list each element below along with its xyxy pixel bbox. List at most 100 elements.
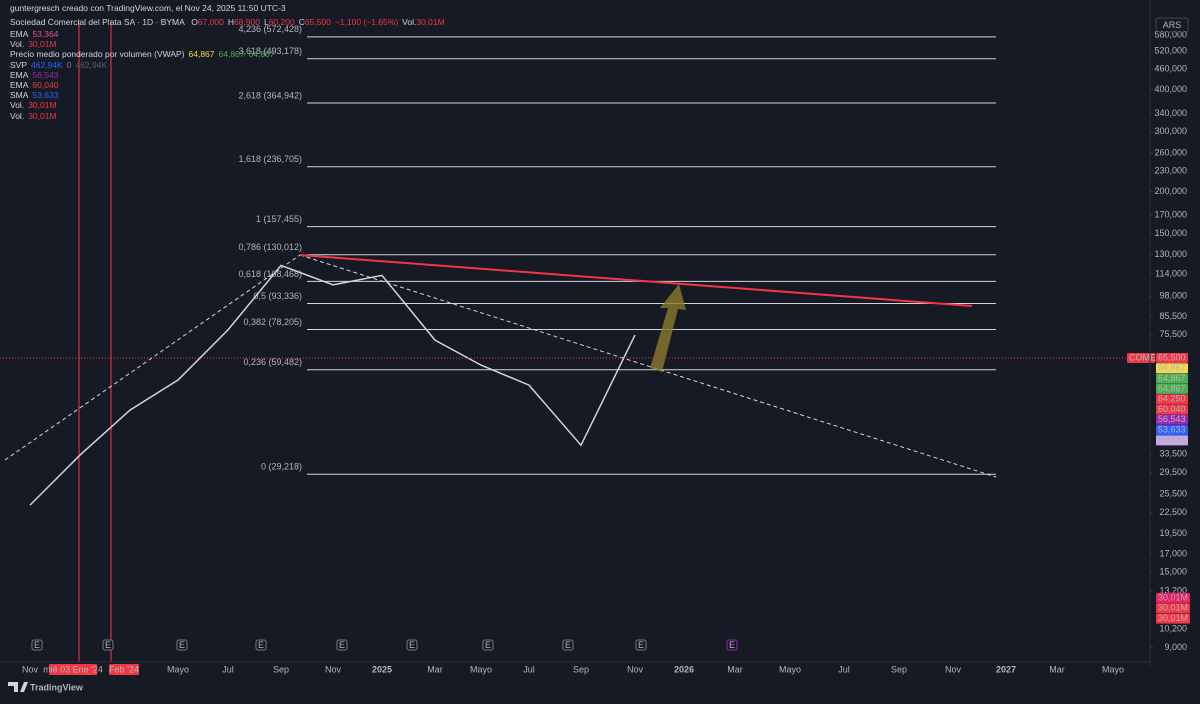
- indicator-name: EMA: [10, 69, 29, 80]
- logo-mark: [8, 682, 28, 692]
- y-tick-label: 25,500: [1159, 489, 1187, 499]
- attribution: guntergresch creado con TradingView.com,…: [10, 3, 286, 13]
- event-marker: [406, 639, 418, 651]
- indicator-row: Vol. 30,01M: [10, 111, 61, 121]
- ohlc-value: 65,500: [304, 17, 331, 27]
- fib-label: 1 (157,455): [256, 214, 302, 224]
- event-marker-label: E: [638, 640, 644, 650]
- x-tick-label: 2025: [372, 664, 392, 674]
- price-tag-value: 60,040: [1158, 404, 1186, 414]
- indicator-row: SMA 53,633: [10, 90, 62, 100]
- indicator-name: Vol.: [10, 39, 25, 50]
- y-tick-label: 170,000: [1154, 210, 1187, 220]
- x-tick-label: Mayo: [779, 664, 801, 674]
- y-tick-label: 22,500: [1159, 507, 1187, 517]
- crosshair-label: mié 03 Ene '24: [43, 664, 103, 674]
- y-tick-label: 15,000: [1159, 567, 1187, 577]
- price-tag-value: 64,867: [1158, 383, 1186, 393]
- symbol: Sociedad Comercial del Plata SA · 1D · B…: [10, 17, 185, 27]
- indicator-row: Precio medio ponderado por volumen (VWAP…: [10, 49, 279, 59]
- fib-label: 0,786 (130,012): [238, 242, 302, 252]
- y-tick-label: 300,000: [1154, 126, 1187, 136]
- volume-tag-value: 30,01M: [1158, 592, 1188, 602]
- ohlc-value: 60,200: [268, 17, 295, 27]
- indicator-row: Vol. 30,01M: [10, 100, 61, 110]
- fib-label: 0,5 (93,336): [253, 291, 302, 301]
- price-tag: [1156, 353, 1188, 363]
- y-tick-label: 200,000: [1154, 186, 1187, 196]
- price-tag-value: 53,364: [1158, 435, 1186, 445]
- x-tick-label: Jul: [523, 664, 535, 674]
- event-marker: [726, 639, 738, 651]
- y-tick-label: 75,500: [1159, 329, 1187, 339]
- event-marker: [562, 639, 574, 651]
- price-line: [29, 264, 636, 506]
- indicator-value: 64,867: [248, 49, 275, 60]
- y-tick-label: 260,000: [1154, 147, 1187, 157]
- x-tick-label: Mayo: [167, 664, 189, 674]
- indicator-value: 30,01M: [28, 39, 57, 50]
- indicator-row: SVP 462,94K 0 462,94K: [10, 60, 111, 70]
- y-tick-label: 29,500: [1159, 467, 1187, 477]
- x-tick-label: Nov: [325, 664, 342, 674]
- event-marker-label: E: [729, 640, 735, 650]
- x-tick-label: 2026: [674, 664, 694, 674]
- price-tag: [1156, 404, 1188, 415]
- crosshair-label: Feb '24: [109, 664, 139, 674]
- price-tag-symbol: [1127, 353, 1155, 363]
- indicator-name: Vol.: [10, 110, 25, 121]
- fib-label: 3,618 (493,178): [238, 46, 302, 56]
- x-tick-label: Nov: [945, 664, 962, 674]
- ohlc-key: L: [263, 17, 269, 27]
- indicator-name: Vol.: [10, 100, 25, 111]
- price-tag-value: 53,633: [1158, 424, 1186, 434]
- currency-button[interactable]: [1155, 17, 1189, 33]
- volume-tag-value: 30,01M: [1158, 603, 1188, 613]
- price-tag: [1156, 435, 1188, 446]
- ohlc-key: O: [191, 17, 198, 27]
- x-tick-label: Mar: [427, 664, 443, 674]
- y-tick-label: 114,000: [1155, 268, 1187, 278]
- event-marker-label: E: [485, 640, 491, 650]
- price-tag-value: 56,543: [1158, 414, 1186, 424]
- indicator-name: EMA: [10, 29, 29, 39]
- event-marker-label: E: [565, 640, 571, 650]
- indicator-name: Precio medio ponderado por volumen (VWAP…: [10, 49, 185, 60]
- crosshair-label-box: [109, 664, 139, 675]
- event-marker-label: E: [339, 640, 345, 650]
- event-marker: [255, 639, 267, 651]
- indicator-value: 53,364: [32, 29, 59, 39]
- y-tick-label: 10,200: [1159, 623, 1187, 633]
- event-marker: [482, 639, 494, 651]
- price-tag: [1156, 394, 1188, 405]
- fib-label: 0,236 (59,482): [243, 357, 302, 367]
- y-tick-label: 17,000: [1159, 548, 1187, 558]
- indicator-value: 64,867: [188, 49, 215, 60]
- x-tick-label: Sep: [273, 664, 289, 674]
- x-tick-label: Mar: [1049, 664, 1065, 674]
- x-tick-label: Mar: [727, 664, 743, 674]
- price-tag: [1156, 373, 1188, 384]
- event-marker: [31, 639, 43, 651]
- volume-tag: [1156, 603, 1190, 614]
- indicator-row: EMA 53,364: [10, 29, 62, 39]
- price-tag-label: COME: [1129, 352, 1156, 362]
- y-tick-label: 85,500: [1159, 311, 1187, 321]
- y-tick-label: 230,000: [1154, 165, 1187, 175]
- ohlc-value: 68,900: [233, 17, 260, 27]
- ohlc-key: H: [227, 17, 234, 27]
- indicator-name: EMA: [10, 80, 29, 90]
- y-tick-label: 460,000: [1154, 63, 1187, 73]
- y-tick-label: 580,000: [1154, 29, 1187, 39]
- event-marker: [102, 639, 114, 651]
- symbol-legend: Sociedad Comercial del Plata SA · 1D · B…: [10, 17, 449, 27]
- footer-logo: TradingView: [30, 682, 84, 692]
- resistance-line: [299, 254, 973, 307]
- indicator-value: 30,01M: [28, 100, 57, 111]
- event-marker-label: E: [258, 640, 264, 650]
- y-tick-label: 400,000: [1154, 84, 1187, 94]
- price-tag: [1156, 425, 1188, 436]
